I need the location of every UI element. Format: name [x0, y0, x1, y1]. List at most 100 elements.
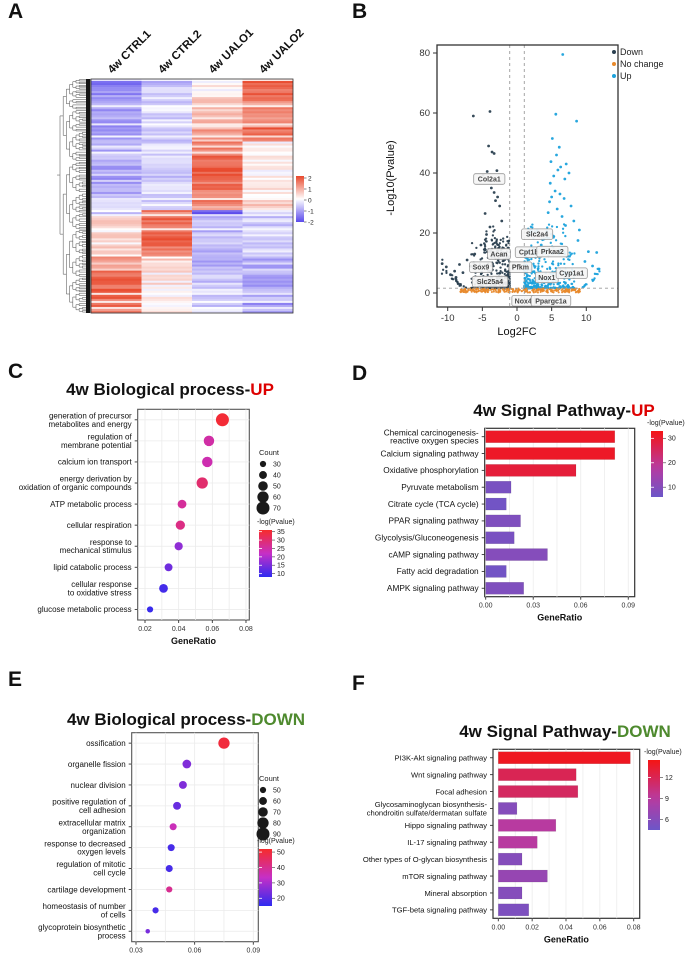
heatmap-cell	[192, 143, 243, 146]
count-legend-label: 70	[273, 506, 281, 513]
category-label: response to decreased	[44, 839, 125, 848]
heatmap-cell	[141, 167, 192, 171]
heatmap-cell	[91, 139, 142, 142]
heatmap-cell	[141, 304, 192, 308]
data-point	[547, 283, 550, 286]
x-tick-label: 0.04	[172, 626, 186, 633]
data-point	[471, 114, 475, 118]
category-label: to oxidative stress	[68, 588, 132, 597]
data-point	[464, 287, 467, 290]
category-label: response to	[90, 538, 132, 547]
heatmap-cell	[242, 121, 293, 124]
heatmap-cell	[242, 252, 293, 255]
heatmap-cell	[91, 262, 142, 265]
heatmap-cell	[141, 159, 192, 163]
bar	[485, 480, 512, 494]
heatmap-cell	[242, 187, 293, 191]
category-label: glucose metabolic process	[37, 605, 131, 614]
heatmap-cell	[91, 99, 142, 102]
legend: Count 50 60 70 80 90-log(Pvalue) 50 40 30 20	[256, 774, 295, 906]
heatmap-cell	[91, 286, 142, 290]
heatmap-cell	[192, 149, 243, 152]
bar	[485, 548, 548, 561]
data-point	[574, 291, 577, 294]
data-point	[552, 283, 555, 286]
heatmap-cell	[91, 238, 142, 241]
heatmap-cell	[91, 133, 142, 136]
heatmap-cell	[91, 79, 142, 82]
heatmap-cell	[91, 224, 142, 227]
heatmap-cell	[141, 165, 192, 169]
heatmap-cell	[192, 284, 243, 288]
heatmap-cell	[141, 198, 192, 201]
data-point	[537, 262, 540, 265]
data-point	[471, 288, 474, 292]
heatmap-cell	[141, 129, 192, 132]
heatmap-cell	[192, 218, 243, 221]
data-point	[152, 907, 159, 914]
data-point	[498, 246, 501, 249]
heatmap-cell	[141, 113, 192, 116]
heatmap-cell	[91, 306, 142, 310]
heatmap-cell	[192, 161, 243, 165]
data-point	[530, 257, 533, 261]
heatmap-cell	[192, 157, 243, 160]
heatmap-cell	[141, 266, 192, 269]
heatmap-cell	[141, 109, 192, 112]
heatmap-cell	[192, 310, 243, 314]
heatmap-legend-label: 1	[308, 186, 312, 193]
data-point	[493, 241, 496, 245]
data-point	[495, 169, 499, 173]
category-labels: PI3K-Akt signaling pathway Wnt signaling …	[363, 754, 488, 915]
legend-label: Down	[620, 47, 643, 57]
data-point	[182, 759, 192, 769]
heatmap-cell	[192, 216, 243, 219]
data-point	[546, 291, 549, 294]
heatmap-cell	[242, 181, 293, 185]
data-point	[459, 290, 462, 293]
data-point	[557, 264, 560, 267]
gene-label: Acan	[490, 252, 507, 259]
heatmap-cell	[141, 200, 192, 203]
bar	[498, 903, 530, 917]
data-point	[503, 263, 507, 266]
data-point	[497, 291, 500, 294]
heatmap-cell	[242, 171, 293, 175]
data-point	[475, 246, 478, 250]
heatmap-cell	[192, 191, 243, 195]
data-point	[525, 275, 528, 278]
data-point	[458, 284, 461, 287]
data-point	[505, 290, 508, 293]
data-point	[527, 285, 530, 289]
category-label: positive regulation of	[52, 797, 126, 806]
x-axis-title: GeneRatio	[171, 636, 217, 646]
count-legend-title: Count	[259, 448, 280, 457]
heatmap-cell	[91, 189, 142, 193]
data-point	[460, 288, 463, 291]
heatmap-cell	[242, 173, 293, 177]
x-tick-label: -10	[441, 313, 455, 324]
data-point	[528, 291, 531, 294]
bar	[498, 802, 518, 815]
heatmap-cell	[242, 193, 293, 197]
data-point	[483, 290, 486, 293]
data-point	[576, 239, 580, 242]
data-point	[146, 606, 154, 613]
heatmap-cell	[242, 210, 293, 213]
heatmap-cell	[141, 179, 192, 183]
data-point	[540, 283, 543, 286]
heatmap-cell	[242, 167, 293, 171]
heatmap-cell	[141, 240, 192, 243]
heatmap-cell	[192, 202, 243, 205]
panel-label-a: A	[8, 0, 24, 23]
heatmap-cell	[192, 121, 243, 124]
data-point	[511, 290, 514, 293]
data-point	[513, 290, 516, 293]
heatmap-cell	[141, 115, 192, 118]
data-point	[557, 291, 560, 294]
heatmap-cell	[91, 165, 142, 169]
heatmap-cell	[91, 171, 142, 175]
heatmap-cell	[141, 99, 192, 102]
